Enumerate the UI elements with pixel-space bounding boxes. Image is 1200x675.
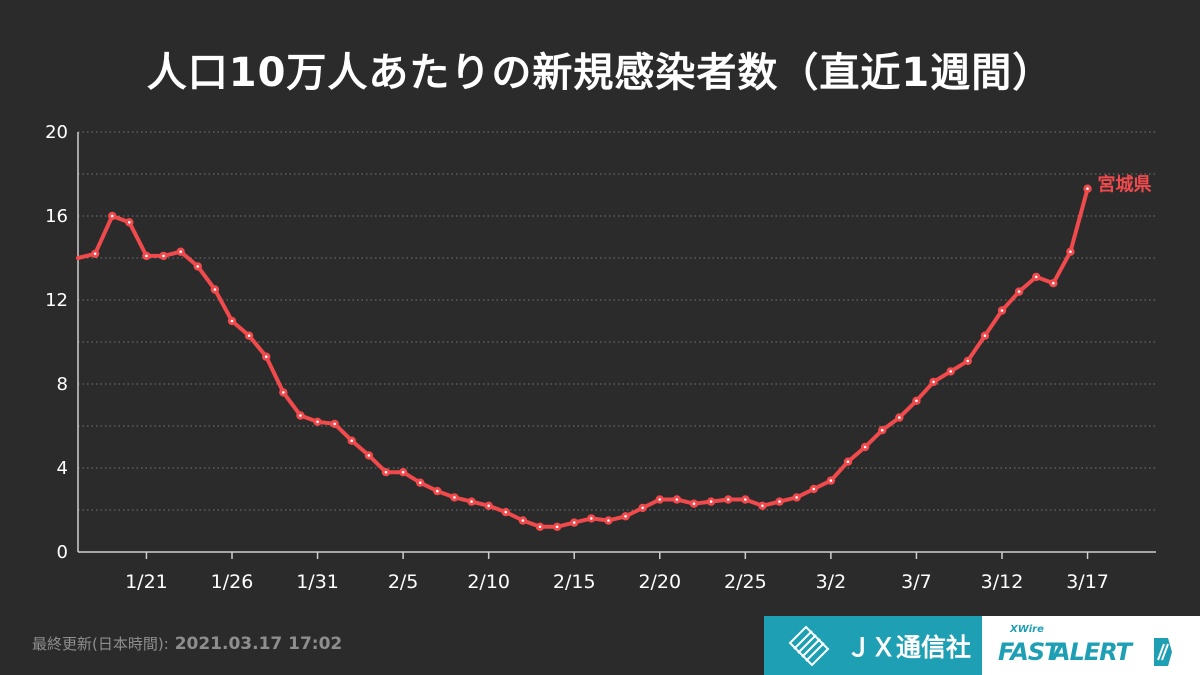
y-tick-label: 12 <box>45 290 68 311</box>
data-point-center <box>1017 290 1021 293</box>
x-tick-label: 3/17 <box>1066 571 1109 593</box>
data-point-center <box>555 525 559 529</box>
data-point-center <box>1086 187 1089 190</box>
data-point-center <box>128 221 131 224</box>
fastalert-xwire-text: XWire <box>1010 624 1044 635</box>
data-point-center <box>1052 281 1055 285</box>
data-point-center <box>675 498 679 501</box>
data-point-center <box>692 502 696 506</box>
data-point-center <box>350 439 354 443</box>
data-point-center <box>624 515 627 518</box>
data-point-center <box>453 496 456 499</box>
data-point-center <box>726 498 730 501</box>
data-point-center <box>709 500 713 503</box>
data-point-center <box>949 370 952 373</box>
x-tick-labels: 1/21 1/26 1/31 2/5 2/10 2/15 2/20 2/25 3/2 3/7 3/1… <box>125 571 1109 593</box>
data-point-center <box>196 265 200 268</box>
data-point-center <box>966 359 970 363</box>
x-tick-label: 2/25 <box>724 571 767 593</box>
data-point-center <box>504 510 508 514</box>
data-point-center <box>590 517 593 520</box>
x-tick-label: 2/20 <box>638 571 681 593</box>
data-point-center <box>179 250 182 253</box>
series-labels: 宮城県 <box>1098 174 1152 196</box>
data-point-center <box>470 500 473 503</box>
y-tick-label: 16 <box>45 206 68 227</box>
data-point-center <box>230 319 234 323</box>
data-point-center <box>333 422 336 426</box>
data-point-center <box>1069 250 1072 253</box>
y-tick-label: 4 <box>57 458 68 479</box>
data-point-center <box>983 334 987 338</box>
data-point-center <box>538 525 542 529</box>
y-tick-label: 20 <box>45 122 68 143</box>
last-updated-value: 2021.03.17 17:02 <box>174 634 343 654</box>
data-point-center <box>761 504 764 508</box>
data-point-center <box>401 470 405 474</box>
series-miyagi <box>76 184 1092 531</box>
data-point-center <box>145 254 148 258</box>
x-tick-label: 1/26 <box>211 571 254 593</box>
data-point-center <box>812 487 816 491</box>
jx-logo-icon <box>788 625 830 666</box>
data-point-center <box>436 489 439 493</box>
x-tick-label: 3/7 <box>901 571 932 593</box>
data-point-center <box>247 334 251 338</box>
data-point-center <box>572 521 576 524</box>
axes <box>77 132 1156 559</box>
data-point-center <box>932 380 935 384</box>
data-point-center <box>915 399 918 403</box>
jx-logo[interactable]: ＪＸ通信社 <box>764 616 982 675</box>
x-tick-label: 1/31 <box>296 571 339 593</box>
data-point-center <box>1000 309 1004 312</box>
fastalert-alert-text: ALERT <box>1052 638 1132 666</box>
last-updated-label: 最終更新(日本時間): <box>32 635 169 653</box>
data-point-center <box>778 500 781 503</box>
data-point-center <box>641 506 644 510</box>
data-point-center <box>110 214 114 218</box>
jx-logo-text: ＪＸ通信社 <box>846 632 972 662</box>
x-tick-label: 2/10 <box>467 571 510 593</box>
data-point-center <box>93 252 97 256</box>
data-point-center <box>316 420 319 424</box>
data-point-center <box>846 460 850 464</box>
data-point-center <box>898 416 901 419</box>
x-tick-label: 1/21 <box>125 571 168 593</box>
data-point-center <box>1034 275 1038 279</box>
fastalert-fast-text: FAST <box>998 638 1061 666</box>
data-point-center <box>282 391 285 394</box>
series-line <box>76 186 1090 529</box>
chart-title: 人口10万人あたりの新規感染者数（直近1週間） <box>146 50 1054 96</box>
data-point-center <box>418 481 422 485</box>
data-point-center <box>744 498 747 501</box>
data-point-center <box>299 414 302 417</box>
x-tick-label: 2/15 <box>553 571 596 593</box>
data-point-center <box>384 470 388 474</box>
data-point-center <box>658 498 662 501</box>
data-point-center <box>521 519 525 522</box>
data-point-center <box>487 504 490 508</box>
series-label: 宮城県 <box>1098 174 1152 196</box>
last-updated: 最終更新(日本時間): 2021.03.17 17:02 <box>32 633 342 654</box>
y-tick-labels: 0 4 8 12 16 20 <box>45 122 68 563</box>
x-tick-label: 3/12 <box>981 571 1024 593</box>
data-point-center <box>607 519 610 522</box>
data-point-center <box>264 355 268 359</box>
data-point-center <box>367 454 371 457</box>
y-tick-label: 0 <box>57 542 68 563</box>
fastalert-logo[interactable]: XWire FAST ALERT <box>982 616 1200 675</box>
y-tick-label: 8 <box>57 374 68 395</box>
x-tick-label: 2/5 <box>388 571 419 593</box>
fastalert-logo-icon <box>1154 638 1172 666</box>
x-tick-label: 3/2 <box>816 571 847 593</box>
data-point-center <box>213 288 217 291</box>
data-point-center <box>880 428 884 432</box>
data-point-center <box>162 254 165 258</box>
data-point-center <box>795 496 798 499</box>
data-point-center <box>829 479 833 482</box>
data-point-center <box>863 445 867 449</box>
